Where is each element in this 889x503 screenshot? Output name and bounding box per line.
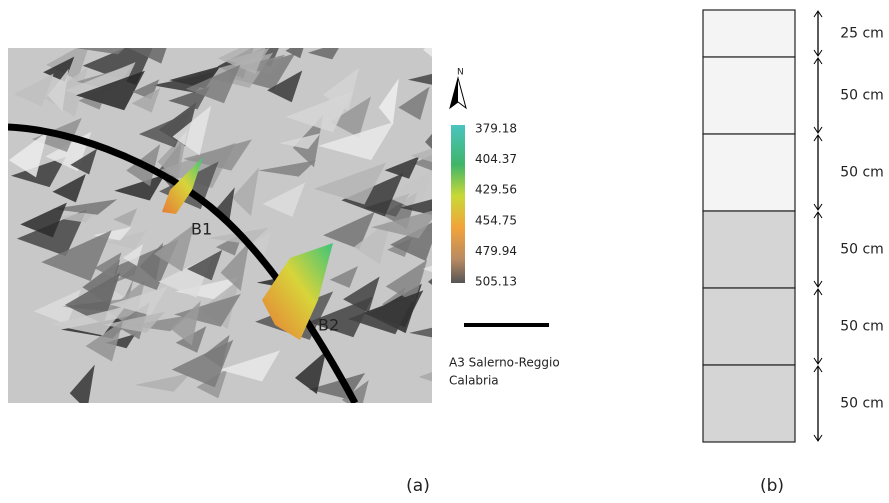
layer — [703, 10, 795, 57]
layer-thickness: 50 cm — [840, 319, 884, 335]
legend-value: 404.37 — [475, 152, 517, 166]
layer — [703, 57, 795, 134]
ridge — [431, 39, 452, 61]
figure: B1 B2 N 379.18 404.37 429.56 454.75 479.94 50… — [0, 0, 889, 499]
color-ramp — [451, 125, 465, 283]
site-label: B1 — [191, 220, 212, 239]
legend: N 379.18 404.37 429.56 454.75 479.94 505.13 A… — [449, 68, 560, 388]
legend-value: 479.94 — [475, 244, 517, 258]
layer — [703, 134, 795, 211]
layer-thickness: 50 cm — [840, 396, 884, 412]
layer — [703, 288, 795, 365]
road-label: A3 Salerno-Reggio — [449, 356, 560, 370]
legend-value: 454.75 — [475, 213, 517, 227]
layer-thickness: 25 cm — [840, 26, 884, 42]
layer-thickness: 50 cm — [840, 165, 884, 181]
legend-value: 505.13 — [475, 275, 517, 289]
layer — [703, 365, 795, 442]
caption: (b) — [760, 476, 784, 496]
soil-column: 25 cm 50 cm 50 cm 50 cm 50 cm 50 cm — [703, 10, 884, 442]
layer — [703, 211, 795, 288]
map: B1 B2 — [8, 22, 500, 412]
site-label: B2 — [318, 316, 339, 335]
caption: (a) — [406, 476, 430, 496]
legend-value: 429.56 — [475, 183, 517, 197]
road-label: Calabria — [449, 374, 499, 388]
legend-value: 379.18 — [475, 122, 517, 136]
layer-thickness: 50 cm — [840, 88, 884, 104]
layer-thickness: 50 cm — [840, 242, 884, 258]
north-label: N — [457, 68, 464, 78]
